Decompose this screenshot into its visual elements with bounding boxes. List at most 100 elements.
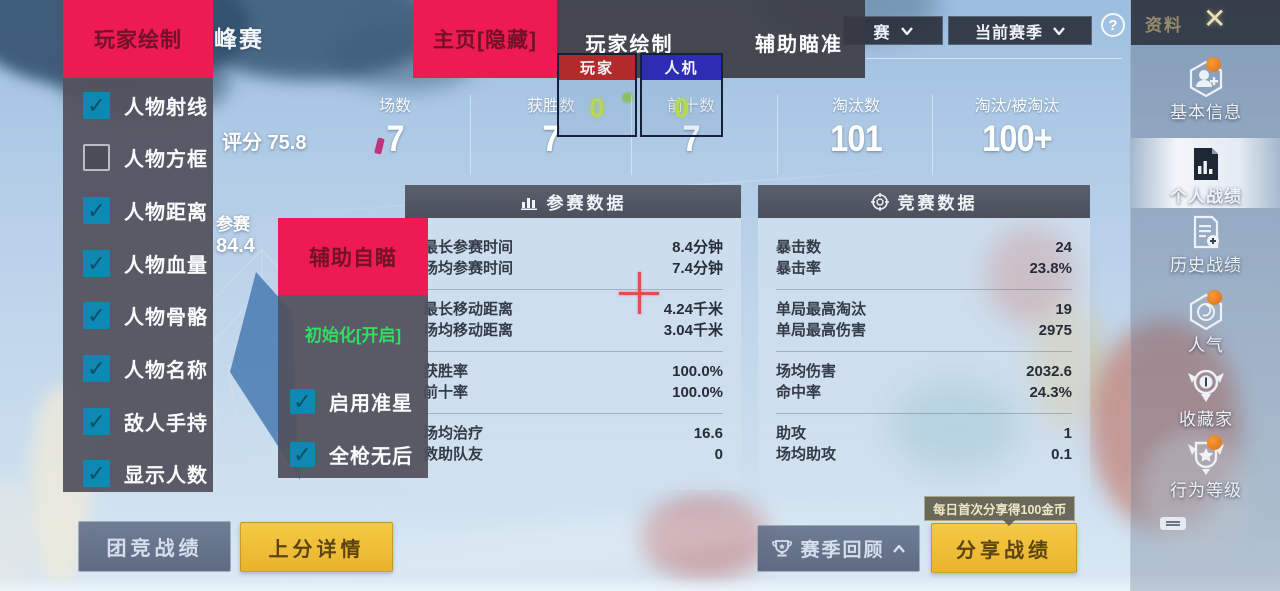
stat-group: 场均治疗 16.6 救助队友 0 bbox=[423, 414, 723, 475]
sidebar-item-conduct-level[interactable]: 行为等级 bbox=[1131, 438, 1280, 501]
stat-group: 单局最高淘汰 19 单局最高伤害 2975 bbox=[776, 290, 1072, 352]
cheat-draw-panel-title: 玩家绘制 bbox=[94, 29, 182, 52]
season-filter-label: 当前赛季 bbox=[974, 24, 1043, 42]
draw-option-row[interactable]: 人物方框 bbox=[83, 143, 208, 172]
help-icon[interactable]: ? bbox=[1101, 13, 1125, 37]
notification-badge bbox=[1206, 57, 1221, 72]
draw-option-row[interactable]: 人物射线 bbox=[83, 91, 208, 120]
aim-init-status[interactable]: 初始化[开启] bbox=[304, 326, 402, 345]
stat-group: 暴击数 24 暴击率 23.8% bbox=[776, 228, 1072, 290]
cheat-tab-player-draw[interactable]: 玩家绘制 bbox=[585, 34, 674, 56]
cheat-home-hide-button[interactable]: 主页[隐藏] bbox=[413, 0, 557, 78]
aim-option-row[interactable]: 全枪无后 bbox=[290, 440, 413, 469]
stat-row-value: 2975 bbox=[1038, 322, 1072, 339]
chevron-up-icon bbox=[892, 544, 905, 553]
checkbox-checked-icon[interactable] bbox=[83, 250, 110, 277]
sidebar-header-bar: 资料 ✕ bbox=[1131, 0, 1280, 45]
rank-details-button[interactable]: 上分详情 bbox=[240, 522, 393, 572]
chevron-down-icon bbox=[900, 26, 913, 35]
cheat-home-hide-label: 主页[隐藏] bbox=[433, 29, 537, 52]
checkbox-checked-icon[interactable] bbox=[83, 197, 110, 224]
draw-option-label: 人物射线 bbox=[124, 97, 208, 119]
close-icon[interactable]: ✕ bbox=[1203, 3, 1227, 34]
season-filter-dropdown[interactable]: 当前赛季 bbox=[948, 16, 1092, 45]
score-label: 评分 bbox=[222, 132, 262, 154]
checkbox-checked-icon[interactable] bbox=[83, 302, 110, 329]
checkbox-checked-icon[interactable] bbox=[290, 389, 315, 414]
sidebar-item-label: 人气 bbox=[1188, 336, 1224, 355]
stat-row: 暴击率 23.8% bbox=[776, 258, 1072, 279]
draw-option-row[interactable]: 人物血量 bbox=[83, 249, 208, 278]
stat-divider bbox=[777, 95, 778, 175]
stat-label: 淘汰/被淘汰 bbox=[974, 98, 1060, 115]
sidebar-item-history-record[interactable]: 历史战绩 bbox=[1131, 215, 1280, 276]
stat-row-value: 19 bbox=[1055, 301, 1072, 318]
cheat-aim-panel-title: 辅助自瞄 bbox=[309, 246, 397, 270]
cheat-counter-player[interactable]: 玩家 0 bbox=[557, 53, 637, 137]
sidebar-item-label: 行为等级 bbox=[1170, 481, 1242, 500]
draw-option-label: 人物距离 bbox=[124, 202, 208, 224]
stat-row: 最长移动距离 4.24千米 bbox=[423, 299, 723, 320]
sidebar-item-popularity[interactable]: 人气 bbox=[1131, 293, 1280, 356]
draw-option-row[interactable]: 敌人手持 bbox=[83, 407, 208, 436]
counter-player-label: 玩家 bbox=[559, 55, 635, 80]
draw-option-label: 人物血量 bbox=[124, 255, 208, 277]
team-stats-button[interactable]: 团竞战绩 bbox=[78, 521, 231, 572]
stat-row-label: 命中率 bbox=[776, 384, 822, 401]
sidebar-item-label: 收藏家 bbox=[1179, 410, 1233, 429]
sidebar-item-collector[interactable]: 收藏家 bbox=[1131, 365, 1280, 430]
panel-title: 参赛数据 bbox=[546, 194, 627, 213]
cheat-tab-aim-assist[interactable]: 辅助瞄准 bbox=[755, 34, 843, 56]
sidebar-collapse-handle[interactable] bbox=[1160, 517, 1186, 530]
checkbox-checked-icon[interactable] bbox=[83, 355, 110, 382]
collector-icon bbox=[1188, 369, 1224, 402]
stat-col-kd: 淘汰/被淘汰 100+ bbox=[947, 92, 1087, 160]
checkbox-checked-icon[interactable] bbox=[83, 460, 110, 487]
stat-row-label: 前十率 bbox=[423, 384, 469, 401]
checkbox-checked-icon[interactable] bbox=[83, 408, 110, 435]
score-text: 评分 75.8 bbox=[222, 126, 307, 155]
cheat-draw-panel-title-bar[interactable]: 玩家绘制 bbox=[63, 0, 213, 78]
stat-row-label: 获胜率 bbox=[423, 363, 469, 380]
stat-group: 最长参赛时间 8.4分钟 场均参赛时间 7.4分钟 bbox=[423, 228, 723, 290]
stat-row-value: 7.4分钟 bbox=[672, 260, 723, 277]
stat-divider bbox=[470, 95, 471, 175]
stat-row: 单局最高淘汰 19 bbox=[776, 299, 1072, 320]
stat-row-value: 16.6 bbox=[693, 425, 723, 442]
profile-sidebar: 资料 ✕ 基本信息 个人战绩 bbox=[1130, 0, 1280, 591]
draw-option-row[interactable]: 人物骨骼 bbox=[83, 301, 208, 330]
sidebar-item-label: 基本信息 bbox=[1170, 103, 1242, 122]
stat-row: 场均伤害 2032.6 bbox=[776, 361, 1072, 382]
draw-option-row[interactable]: 人物名称 bbox=[83, 354, 208, 383]
aim-option-row[interactable]: 启用准星 bbox=[290, 387, 413, 416]
stat-divider bbox=[932, 95, 933, 175]
rank-details-label: 上分详情 bbox=[268, 538, 365, 561]
share-reward-tooltip: 每日首次分享得100金币 bbox=[924, 496, 1076, 526]
radar-value: 84.4 bbox=[216, 235, 255, 257]
counter-bot-value: 0 bbox=[673, 93, 690, 123]
stat-row-value: 0.1 bbox=[1051, 446, 1072, 463]
stat-row: 获胜率 100.0% bbox=[423, 361, 723, 382]
stat-value: 7 bbox=[682, 118, 700, 159]
stat-group: 场均伤害 2032.6 命中率 24.3% bbox=[776, 352, 1072, 414]
sidebar-item-basic-info[interactable]: 基本信息 bbox=[1131, 60, 1280, 123]
checkbox-unchecked-icon[interactable] bbox=[83, 144, 110, 171]
draw-option-row[interactable]: 人物距离 bbox=[83, 196, 208, 225]
panel-body: 暴击数 24 暴击率 23.8% 单局最高淘汰 19 单局最高伤害 2975 场均伤害 2… bbox=[758, 218, 1090, 490]
cheat-counter-bot[interactable]: 人机 0 bbox=[640, 53, 723, 137]
radar-caption: 参赛 84.4 bbox=[216, 210, 255, 258]
season-review-button[interactable]: 赛季回顾 bbox=[757, 525, 920, 572]
stat-row-label: 单局最高伤害 bbox=[776, 322, 867, 339]
checkbox-checked-icon[interactable] bbox=[83, 92, 110, 119]
sidebar-item-personal-record[interactable]: 个人战绩 bbox=[1131, 146, 1280, 207]
stat-row-value: 24 bbox=[1055, 239, 1072, 256]
checkbox-checked-icon[interactable] bbox=[290, 442, 315, 467]
share-stats-button[interactable]: 分享战绩 bbox=[931, 523, 1077, 573]
stat-row: 场均治疗 16.6 bbox=[423, 423, 723, 444]
stat-row: 前十率 100.0% bbox=[423, 382, 723, 403]
draw-option-row[interactable]: 显示人数 bbox=[83, 459, 208, 488]
stat-row-label: 救助队友 bbox=[423, 446, 484, 463]
stat-col-wins: 获胜数 7 bbox=[486, 92, 616, 160]
cheat-aim-panel-title-bar[interactable]: 辅助自瞄 bbox=[278, 218, 428, 295]
cheat-aim-panel-body: 初始化[开启] 启用准星 全枪无后 bbox=[278, 295, 428, 478]
